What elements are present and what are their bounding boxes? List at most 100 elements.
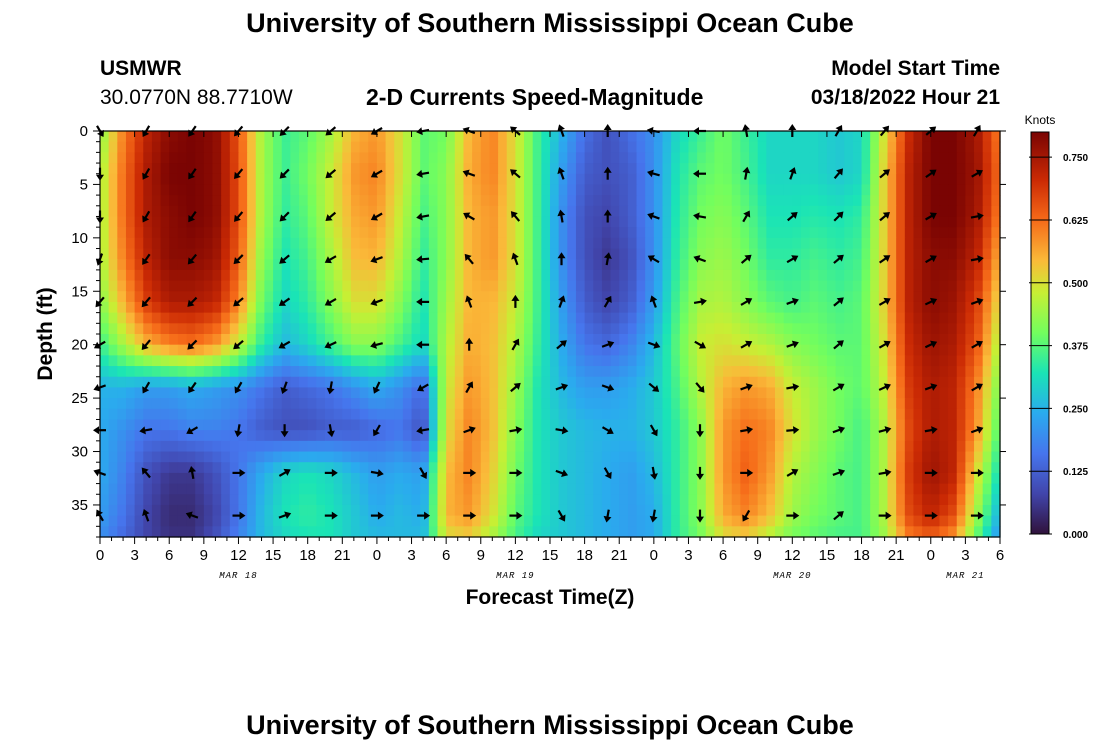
heatmap-cell: [238, 494, 248, 506]
heatmap-cell: [273, 227, 283, 239]
heatmap-cell: [723, 366, 733, 378]
heatmap-cell: [247, 344, 257, 356]
heatmap-cell: [627, 430, 638, 442]
heatmap-cell: [333, 355, 343, 367]
current-arrow: [742, 124, 750, 138]
heatmap-cell: [749, 419, 759, 431]
heatmap-cell: [653, 152, 664, 164]
heatmap-cell: [852, 472, 863, 485]
heatmap-cell: [653, 301, 664, 314]
heatmap-cell: [203, 440, 214, 453]
heatmap-cell: [325, 259, 335, 271]
current-arrow: [970, 255, 984, 263]
heatmap-cell: [350, 227, 361, 239]
heatmap-cell: [844, 366, 854, 378]
heatmap-cell: [394, 398, 404, 410]
heatmap-cell: [524, 462, 534, 474]
current-arrow: [786, 426, 800, 435]
heatmap-cell: [965, 205, 975, 218]
heatmap-cell: [593, 227, 603, 239]
heatmap-cell: [688, 312, 698, 324]
heatmap-cell: [342, 237, 352, 250]
current-arrow: [141, 467, 151, 479]
heatmap-cell: [792, 227, 802, 239]
y-tick-label: 10: [71, 230, 88, 247]
heatmap-cell: [255, 334, 266, 346]
heatmap-cell: [359, 312, 369, 324]
heatmap-cell: [671, 141, 681, 153]
heatmap-cell: [575, 227, 586, 239]
heatmap-cell: [489, 205, 499, 218]
heatmap-cell: [472, 451, 482, 463]
heatmap-cell: [766, 366, 776, 378]
heatmap-cell: [350, 408, 361, 421]
heatmap-cell: [861, 205, 871, 218]
heatmap-cell: [186, 398, 196, 410]
heatmap-cell: [948, 494, 958, 506]
heatmap-cell: [939, 430, 949, 442]
heatmap-cell: [411, 366, 421, 378]
heatmap-cell: [974, 440, 984, 453]
current-arrow: [878, 468, 892, 477]
heatmap-cell: [800, 355, 811, 367]
heatmap-cell: [307, 163, 317, 175]
heatmap-cell: [627, 376, 638, 389]
heatmap-cell: [593, 291, 603, 303]
heatmap-cell: [948, 205, 958, 218]
current-arrow: [233, 297, 244, 307]
heatmap-cell: [809, 184, 819, 196]
heatmap-cell: [420, 451, 430, 463]
heatmap-cell: [974, 430, 984, 442]
heatmap-cell: [636, 184, 646, 196]
heatmap-cell: [878, 216, 889, 228]
heatmap-cell: [212, 430, 222, 442]
heatmap-cell: [826, 205, 837, 218]
heatmap-cell: [688, 494, 698, 506]
heatmap-cell: [619, 301, 629, 314]
heatmap-cell: [325, 131, 335, 143]
heatmap-cell: [991, 355, 1001, 367]
heatmap-cell: [428, 216, 439, 228]
heatmap-cell: [800, 526, 811, 538]
heatmap-cell: [203, 451, 214, 463]
heatmap-cell: [394, 472, 404, 485]
heatmap-cell: [186, 227, 196, 239]
heatmap-cell: [601, 141, 612, 153]
heatmap-cell: [255, 280, 266, 292]
heatmap-cell: [800, 184, 811, 196]
current-arrow: [370, 169, 383, 178]
heatmap-cell: [567, 515, 577, 527]
heatmap-cell: [550, 526, 560, 538]
heatmap-cell: [454, 366, 465, 378]
heatmap-cell: [134, 131, 144, 143]
heatmap-cell: [671, 451, 681, 463]
heatmap-cell: [818, 515, 828, 527]
heatmap-cell: [472, 494, 482, 506]
heatmap-cell: [913, 440, 923, 453]
current-arrow: [970, 426, 984, 434]
heatmap-cell: [454, 205, 465, 218]
heatmap-cell: [800, 504, 811, 517]
heatmap-cell: [688, 515, 698, 527]
heatmap-cell: [186, 494, 196, 506]
heatmap-cell: [117, 366, 127, 378]
heatmap-cell: [861, 366, 871, 378]
heatmap-cell: [151, 312, 162, 324]
colorbar-gradient: [1030, 131, 1050, 535]
heatmap-cell: [870, 312, 880, 324]
heatmap-cell: [792, 248, 802, 260]
heatmap-cell: [489, 376, 499, 389]
heatmap-cell: [627, 504, 638, 517]
heatmap-cell: [575, 376, 586, 389]
heatmap-cell: [100, 526, 110, 538]
heatmap-cell: [480, 419, 491, 431]
current-arrow: [878, 297, 891, 306]
heatmap-cell: [965, 152, 975, 164]
heatmap-cell: [601, 334, 612, 346]
current-arrow: [416, 340, 430, 349]
current-arrow: [833, 254, 844, 264]
heatmap-cell: [316, 205, 326, 218]
heatmap-cell: [593, 526, 603, 538]
heatmap-cell: [117, 387, 127, 399]
current-arrow: [142, 210, 151, 223]
